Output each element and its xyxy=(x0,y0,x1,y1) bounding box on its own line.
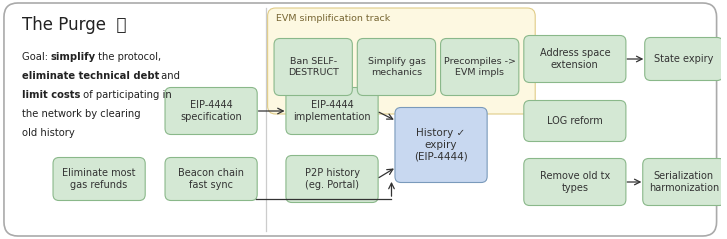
FancyBboxPatch shape xyxy=(524,101,626,141)
Text: P2P history
(eg. Portal): P2P history (eg. Portal) xyxy=(305,168,360,190)
Text: Eliminate most
gas refunds: Eliminate most gas refunds xyxy=(63,168,136,190)
Text: the network by clearing: the network by clearing xyxy=(22,109,140,119)
Text: old history: old history xyxy=(22,128,75,138)
Text: limit costs: limit costs xyxy=(22,90,80,100)
Text: Beacon chain
fast sync: Beacon chain fast sync xyxy=(178,168,244,190)
Text: Precompiles ->
EVM impls: Precompiles -> EVM impls xyxy=(443,57,515,77)
Text: of participating in: of participating in xyxy=(80,90,172,100)
FancyBboxPatch shape xyxy=(274,38,353,96)
Text: Remove old tx
types: Remove old tx types xyxy=(539,171,610,193)
FancyBboxPatch shape xyxy=(286,87,378,135)
Text: the protocol,: the protocol, xyxy=(95,52,161,62)
FancyBboxPatch shape xyxy=(165,158,257,201)
Text: and: and xyxy=(158,71,180,81)
Text: EIP-4444
implementation: EIP-4444 implementation xyxy=(293,100,371,122)
Text: Ban SELF-
DESTRUCT: Ban SELF- DESTRUCT xyxy=(288,57,339,77)
Text: EVM simplification track: EVM simplification track xyxy=(276,14,390,23)
FancyBboxPatch shape xyxy=(4,3,717,236)
FancyBboxPatch shape xyxy=(643,158,725,206)
Text: State expiry: State expiry xyxy=(654,54,714,64)
Text: History ✓
expiry
(EIP-4444): History ✓ expiry (EIP-4444) xyxy=(414,128,468,162)
FancyBboxPatch shape xyxy=(524,158,626,206)
Text: Goal:: Goal: xyxy=(22,52,51,62)
Text: eliminate technical debt: eliminate technical debt xyxy=(22,71,159,81)
FancyBboxPatch shape xyxy=(441,38,519,96)
FancyBboxPatch shape xyxy=(395,108,487,183)
FancyBboxPatch shape xyxy=(286,156,378,202)
FancyBboxPatch shape xyxy=(645,38,723,81)
FancyBboxPatch shape xyxy=(357,38,435,96)
Text: simplify: simplify xyxy=(51,52,96,62)
Text: LOG reform: LOG reform xyxy=(547,116,603,126)
FancyBboxPatch shape xyxy=(268,8,535,114)
FancyBboxPatch shape xyxy=(53,158,145,201)
FancyBboxPatch shape xyxy=(165,87,257,135)
Text: The Purge  🧹: The Purge 🧹 xyxy=(22,16,126,34)
FancyBboxPatch shape xyxy=(524,36,626,82)
Text: Serialization
harmonization: Serialization harmonization xyxy=(648,171,719,193)
Text: Simplify gas
mechanics: Simplify gas mechanics xyxy=(368,57,425,77)
Text: EIP-4444
specification: EIP-4444 specification xyxy=(180,100,242,122)
Text: Address space
extension: Address space extension xyxy=(539,48,610,70)
